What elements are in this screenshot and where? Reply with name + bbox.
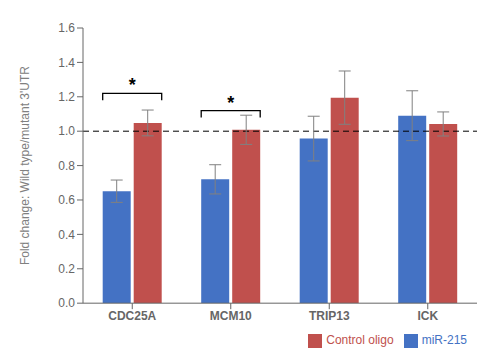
svg-text:1.6: 1.6 bbox=[58, 21, 75, 35]
html-text:Control oligo: Control oligo bbox=[326, 333, 394, 348]
svg-text:0.6: 0.6 bbox=[58, 193, 75, 207]
svg-text:MCM10: MCM10 bbox=[210, 309, 252, 323]
svg-text:ICK: ICK bbox=[417, 309, 438, 323]
svg-text:0.0: 0.0 bbox=[58, 296, 75, 310]
svg-text:0.8: 0.8 bbox=[58, 159, 75, 173]
svg-text:CDC25A: CDC25A bbox=[108, 309, 156, 323]
svg-text:TRIP13: TRIP13 bbox=[309, 309, 350, 323]
svg-text:1.4: 1.4 bbox=[58, 56, 75, 70]
html-text:miR-215: miR-215 bbox=[421, 333, 467, 348]
svg-text:*: * bbox=[129, 75, 136, 95]
svg-text:*: * bbox=[227, 93, 234, 113]
svg-text:1.0: 1.0 bbox=[58, 124, 75, 138]
svg-text:0.4: 0.4 bbox=[58, 228, 75, 242]
svg-text:1.2: 1.2 bbox=[58, 90, 75, 104]
svg-text:0.2: 0.2 bbox=[58, 262, 75, 276]
svg-text:Fold change: Wild type/mutant: Fold change: Wild type/mutant 3'UTR bbox=[18, 66, 32, 265]
